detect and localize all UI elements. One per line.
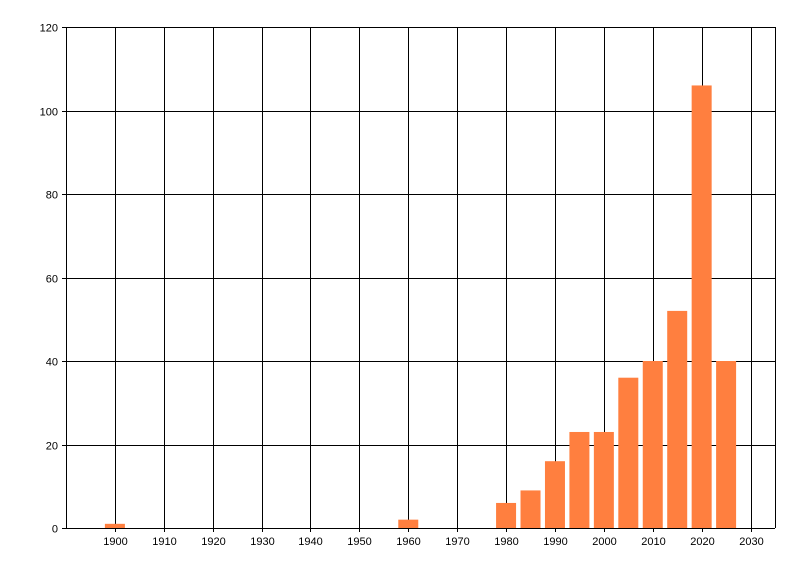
- y-tick-label: 60: [46, 274, 58, 286]
- bar-2020: [691, 85, 712, 528]
- x-tick-label: 1900: [103, 536, 127, 548]
- x-tick-label: 1910: [152, 536, 176, 548]
- x-tick-label: 2020: [690, 536, 714, 548]
- bar-2015: [667, 310, 688, 528]
- bar-2005: [618, 377, 639, 528]
- bar-2000: [593, 431, 614, 528]
- bar-1980: [496, 502, 517, 528]
- axes: [66, 27, 775, 529]
- x-tick-label: 1940: [298, 536, 322, 548]
- bar-2025: [716, 361, 737, 528]
- grid-lines: [62, 27, 776, 532]
- x-tick-label: 2030: [739, 536, 763, 548]
- bar-1995: [569, 431, 590, 528]
- x-tick-label: 1960: [396, 536, 420, 548]
- bar-1990: [544, 461, 565, 528]
- bars: [104, 85, 737, 528]
- y-tick-label: 120: [40, 23, 58, 35]
- bar-1900: [104, 523, 125, 528]
- y-tick-label: 40: [46, 357, 58, 369]
- x-tick-label: 2000: [592, 536, 616, 548]
- y-tick-label: 100: [40, 107, 58, 119]
- x-tick-label: 1930: [250, 536, 274, 548]
- y-tick-label: 20: [46, 441, 58, 453]
- bar-1985: [520, 490, 541, 528]
- x-tick-label: 1920: [201, 536, 225, 548]
- x-tick-label: 1950: [347, 536, 371, 548]
- y-tick-label: 0: [52, 524, 58, 536]
- bar-2010: [642, 361, 663, 528]
- x-tick-label: 1970: [445, 536, 469, 548]
- x-tick-label: 1990: [543, 536, 567, 548]
- x-tick-label: 2010: [641, 536, 665, 548]
- tick-labels: 0 20 40 60 80 100 120 1900 1910 1920 1930 1940 1950 1…: [40, 23, 764, 549]
- x-tick-label: 1980: [494, 536, 518, 548]
- bar-1960: [398, 519, 419, 528]
- y-tick-label: 80: [46, 190, 58, 202]
